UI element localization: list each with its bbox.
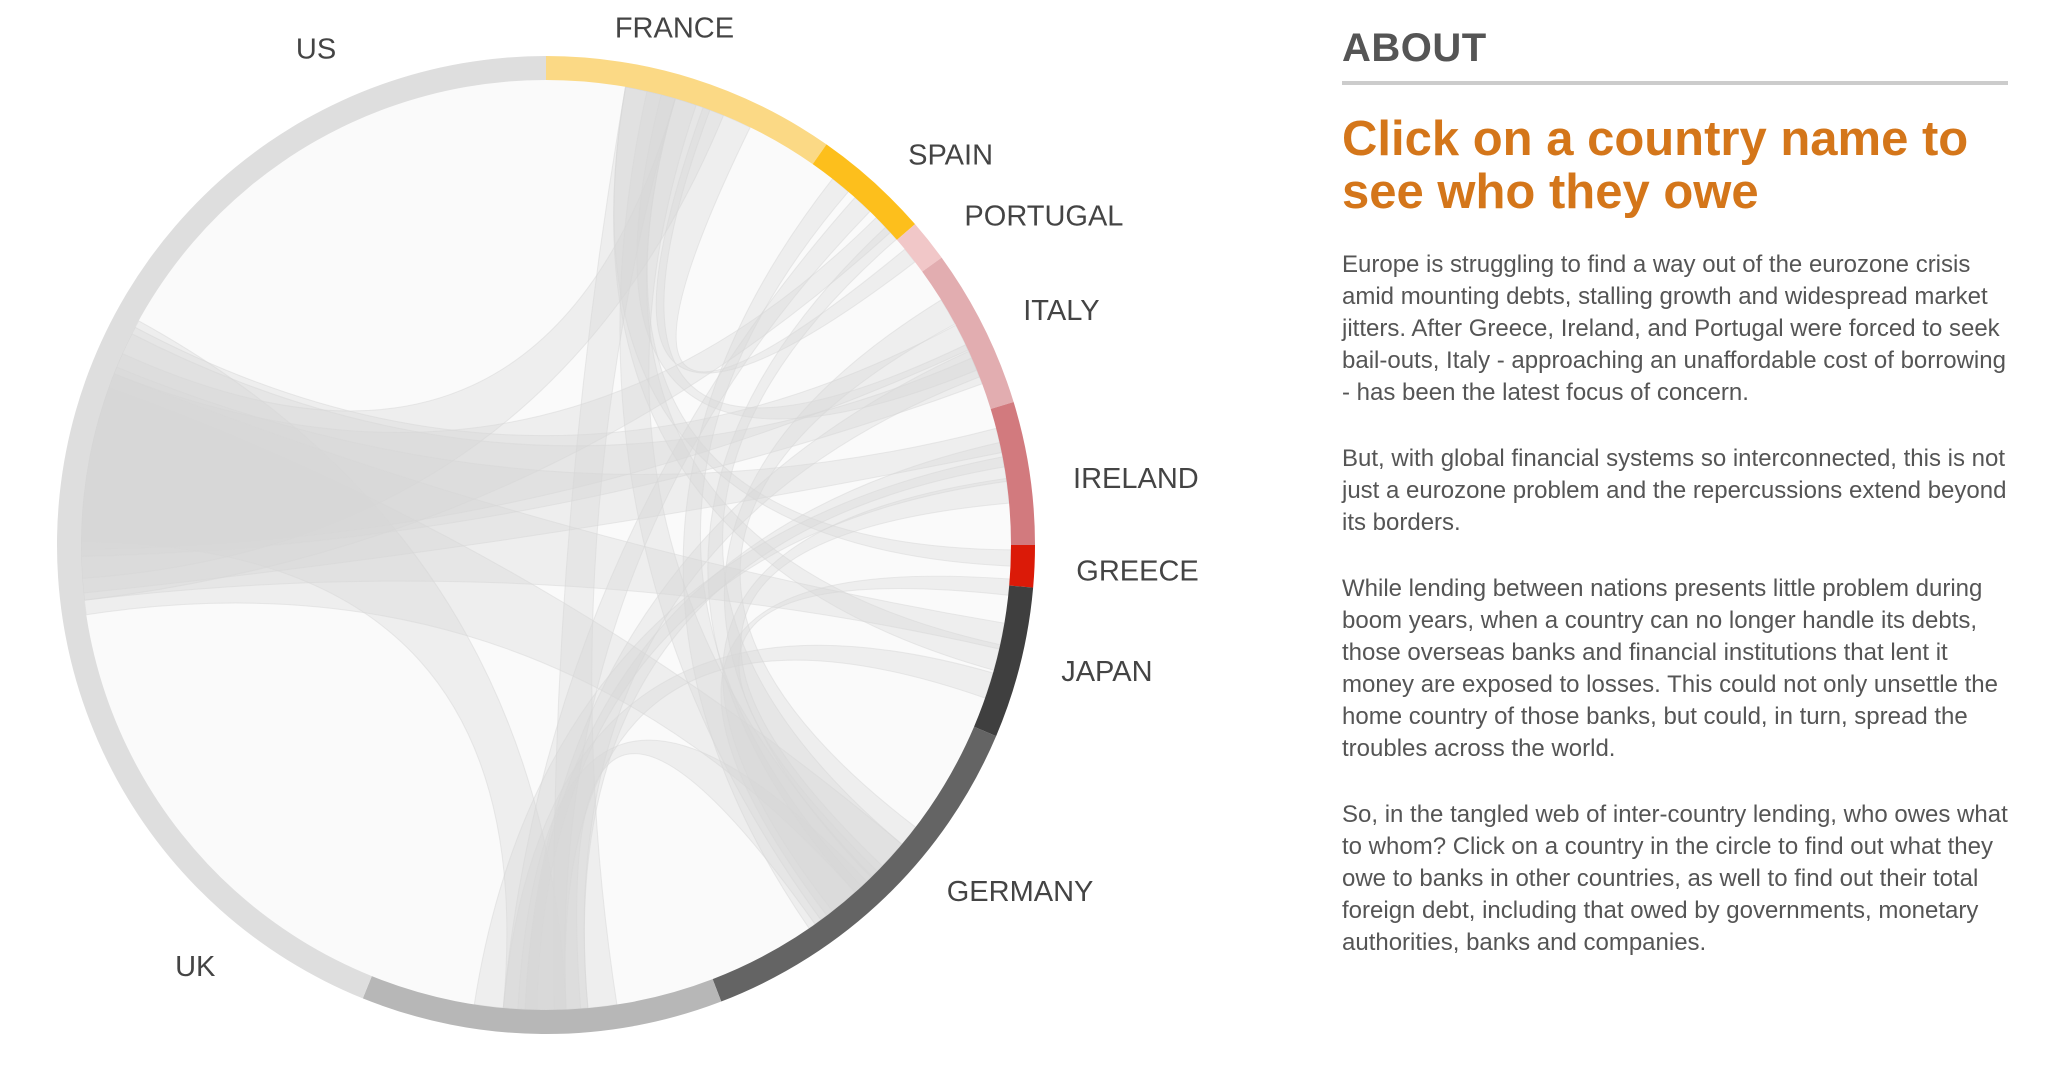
country-arcs xyxy=(57,56,1035,1034)
arc-japan[interactable] xyxy=(974,585,1034,737)
about-paragraph-1: Europe is struggling to find a way out o… xyxy=(1342,251,2006,406)
about-heading: ABOUT xyxy=(1342,26,2008,85)
ribbon xyxy=(553,86,676,1011)
country-label-ireland[interactable]: IRELAND xyxy=(1073,463,1199,495)
about-paragraph-4: So, in the tangled web of inter-country … xyxy=(1342,801,2008,956)
country-label-japan[interactable]: JAPAN xyxy=(1061,656,1152,688)
about-paragraph-3: While lending between nations presents l… xyxy=(1342,575,1998,762)
arc-portugal[interactable] xyxy=(896,224,942,272)
arc-france[interactable] xyxy=(546,56,827,165)
about-panel: ABOUT Click on a country name to see who… xyxy=(1342,26,2008,993)
arc-italy[interactable] xyxy=(922,257,1014,410)
country-label-greece[interactable]: GREECE xyxy=(1076,555,1198,587)
arc-ireland[interactable] xyxy=(990,402,1035,545)
arc-uk[interactable] xyxy=(362,976,722,1034)
about-paragraph-2: But, with global financial systems so in… xyxy=(1342,445,2007,536)
country-label-portugal[interactable]: PORTUGAL xyxy=(964,201,1123,233)
chord-diagram-svg: FRANCE SPAIN PORTUGAL ITALY IRELAND GREECE JAP… xyxy=(57,12,1199,1034)
chord-diagram: FRANCE SPAIN PORTUGAL ITALY IRELAND GREECE JAP… xyxy=(57,12,1199,1034)
arc-greece[interactable] xyxy=(1009,545,1035,588)
country-labels: FRANCE SPAIN PORTUGAL ITALY IRELAND GREECE JAP… xyxy=(175,12,1199,982)
country-label-france[interactable]: FRANCE xyxy=(615,12,734,44)
country-label-spain[interactable]: SPAIN xyxy=(908,139,993,171)
country-label-uk[interactable]: UK xyxy=(175,951,216,983)
arc-spain[interactable] xyxy=(812,144,916,240)
chord-background xyxy=(79,78,1013,1012)
country-label-germany[interactable]: GERMANY xyxy=(947,876,1094,908)
arc-germany[interactable] xyxy=(712,726,997,1002)
country-label-us[interactable]: US xyxy=(296,33,336,65)
country-label-italy[interactable]: ITALY xyxy=(1023,295,1099,327)
ribbon xyxy=(80,333,983,558)
about-title: Click on a country name to see who they … xyxy=(1342,112,1969,219)
